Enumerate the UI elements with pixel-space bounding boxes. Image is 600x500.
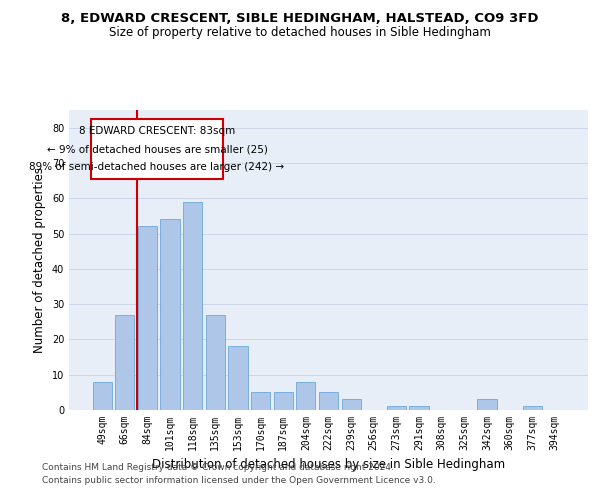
Text: Contains public sector information licensed under the Open Government Licence v3: Contains public sector information licen…	[42, 476, 436, 485]
Bar	[523, 406, 542, 410]
Y-axis label: Number of detached properties: Number of detached properties	[33, 167, 46, 353]
Text: 8 EDWARD CRESCENT: 83sqm: 8 EDWARD CRESCENT: 83sqm	[79, 126, 235, 136]
Bar	[138, 226, 157, 410]
Text: 8, EDWARD CRESCENT, SIBLE HEDINGHAM, HALSTEAD, CO9 3FD: 8, EDWARD CRESCENT, SIBLE HEDINGHAM, HAL…	[61, 12, 539, 26]
Bar	[409, 406, 428, 410]
Bar	[160, 220, 180, 410]
Bar	[92, 382, 112, 410]
Text: 89% of semi-detached houses are larger (242) →: 89% of semi-detached houses are larger (…	[29, 162, 284, 172]
Bar	[229, 346, 248, 410]
Bar	[296, 382, 316, 410]
Bar	[274, 392, 293, 410]
Bar	[319, 392, 338, 410]
Text: ← 9% of detached houses are smaller (25): ← 9% of detached houses are smaller (25)	[47, 144, 268, 154]
Bar	[206, 314, 225, 410]
Bar	[477, 400, 497, 410]
Bar	[115, 314, 134, 410]
Bar	[387, 406, 406, 410]
FancyBboxPatch shape	[91, 119, 223, 179]
Bar	[251, 392, 270, 410]
Bar	[183, 202, 202, 410]
Text: Contains HM Land Registry data © Crown copyright and database right 2024.: Contains HM Land Registry data © Crown c…	[42, 464, 394, 472]
Bar	[341, 400, 361, 410]
Text: Size of property relative to detached houses in Sible Hedingham: Size of property relative to detached ho…	[109, 26, 491, 39]
X-axis label: Distribution of detached houses by size in Sible Hedingham: Distribution of detached houses by size …	[152, 458, 505, 471]
